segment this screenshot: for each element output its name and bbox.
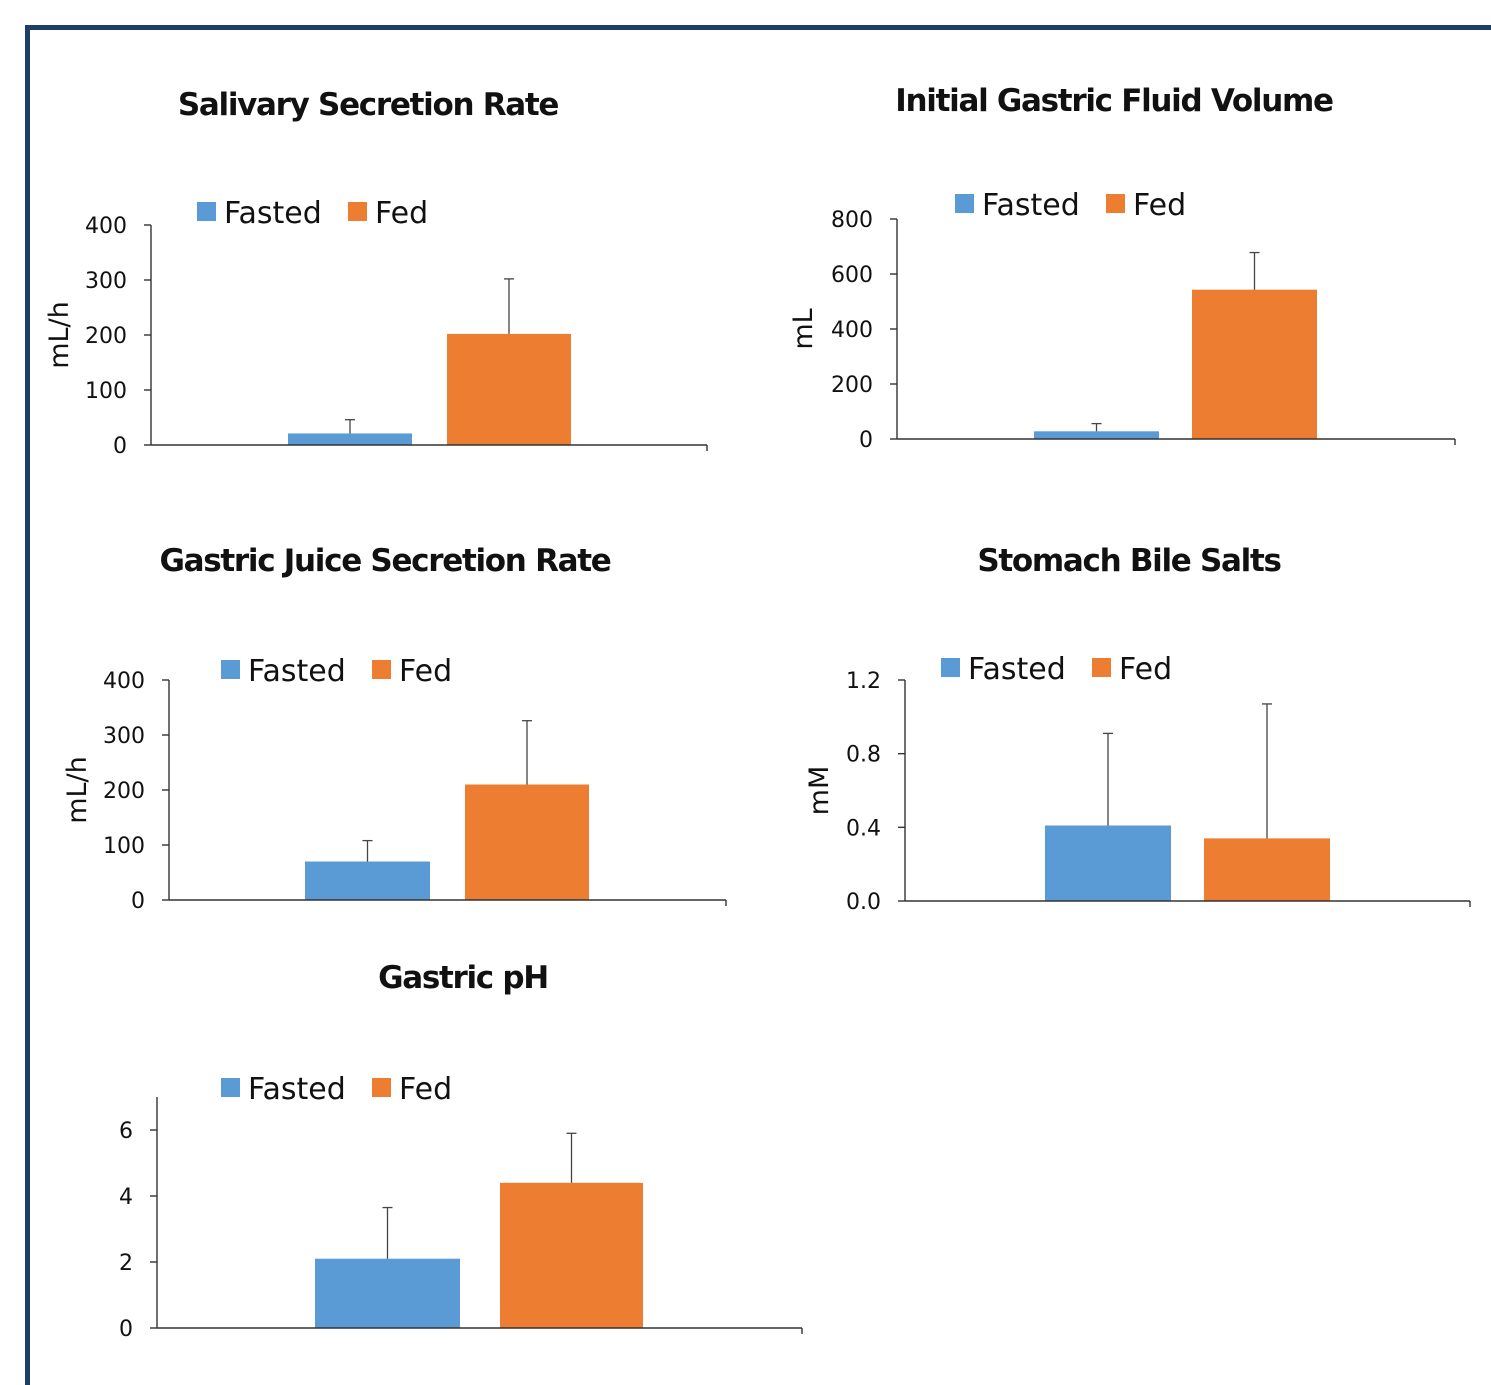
y-tick-label: 100	[85, 379, 127, 404]
y-tick-label: 4	[119, 1185, 133, 1210]
legend-label-fed: Fed	[399, 654, 452, 689]
bar-fasted	[315, 1258, 460, 1328]
bar-fasted	[1045, 825, 1171, 901]
bar-fed	[465, 784, 589, 900]
legend: Fasted Fed	[955, 188, 1186, 223]
chart-1: Salivary Secretion Rate 0 100 200 300 400 mL/h…	[44, 87, 708, 459]
chart-title: Stomach Bile Salts	[977, 543, 1280, 579]
legend-swatch-fasted	[955, 194, 974, 213]
y-tick-label: 0	[859, 428, 873, 453]
y-axis-label: mM	[804, 766, 835, 816]
chart-title: Initial Gastric Fluid Volume	[895, 83, 1333, 119]
legend-label-fasted: Fasted	[982, 188, 1080, 223]
legend: Fasted Fed	[221, 1072, 452, 1107]
y-axis-label: mL/h	[44, 301, 75, 369]
y-tick-label: 100	[103, 834, 145, 859]
bar-fed	[1204, 838, 1330, 901]
y-tick-label: 300	[103, 724, 145, 749]
legend-swatch-fed	[372, 1078, 391, 1097]
chart-title: Salivary Secretion Rate	[178, 87, 559, 123]
legend-label-fasted: Fasted	[224, 196, 322, 231]
chart-2: Initial Gastric Fluid Volume 0 200 400 600 80…	[788, 83, 1456, 453]
y-tick-label: 800	[831, 208, 873, 233]
bar-fed	[1192, 289, 1317, 439]
legend-label-fasted: Fasted	[248, 654, 346, 689]
y-tick-label: 0.0	[846, 890, 881, 915]
bar-fasted	[288, 433, 412, 445]
chart-title: Gastric pH	[378, 960, 548, 996]
legend-swatch-fasted	[197, 202, 216, 221]
y-tick-label: 200	[85, 324, 127, 349]
bar-fasted	[1034, 431, 1159, 439]
y-tick-label: 400	[103, 669, 145, 694]
y-tick-label: 200	[103, 779, 145, 804]
chart-5: Gastric pH 0 2 4 6 Fasted Fed	[119, 960, 803, 1342]
y-tick-label: 0	[113, 434, 127, 459]
legend-swatch-fed	[372, 660, 391, 679]
y-tick-label: 200	[831, 373, 873, 398]
legend-label-fed: Fed	[375, 196, 428, 231]
legend-swatch-fasted	[221, 660, 240, 679]
y-tick-label: 300	[85, 269, 127, 294]
legend-swatch-fed	[1092, 658, 1111, 677]
legend-label-fed: Fed	[1119, 652, 1172, 687]
legend: Fasted Fed	[941, 652, 1172, 687]
chart-4: Stomach Bile Salts 0.0 0.4 0.8 1.2 mM Fasted Fe…	[804, 543, 1471, 915]
y-tick-label: 0.8	[846, 743, 881, 768]
y-tick-label: 0	[131, 889, 145, 914]
y-tick-label: 600	[831, 263, 873, 288]
y-tick-label: 0	[119, 1317, 133, 1342]
y-tick-label: 1.2	[846, 669, 881, 694]
y-tick-label: 400	[85, 214, 127, 239]
legend: Fasted Fed	[197, 196, 428, 231]
legend-label-fed: Fed	[399, 1072, 452, 1107]
legend-label-fasted: Fasted	[968, 652, 1066, 687]
legend-swatch-fed	[1106, 194, 1125, 213]
legend-swatch-fasted	[941, 658, 960, 677]
legend-label-fed: Fed	[1133, 188, 1186, 223]
legend-swatch-fed	[348, 202, 367, 221]
y-tick-label: 0.4	[846, 816, 881, 841]
legend-label-fasted: Fasted	[248, 1072, 346, 1107]
bar-fasted	[305, 861, 430, 900]
legend: Fasted Fed	[221, 654, 452, 689]
y-axis-label: mL/h	[62, 756, 93, 824]
legend-swatch-fasted	[221, 1078, 240, 1097]
figure-frame	[25, 25, 1491, 1385]
y-tick-label: 2	[119, 1251, 133, 1276]
chart-3: Gastric Juice Secretion Rate 0 100 200 300 40…	[62, 543, 727, 914]
bar-fed	[500, 1182, 643, 1328]
bar-fed	[447, 333, 571, 445]
chart-title: Gastric Juice Secretion Rate	[159, 543, 610, 579]
y-axis-label: mL	[788, 308, 819, 349]
y-tick-label: 400	[831, 318, 873, 343]
y-tick-label: 6	[119, 1119, 133, 1144]
